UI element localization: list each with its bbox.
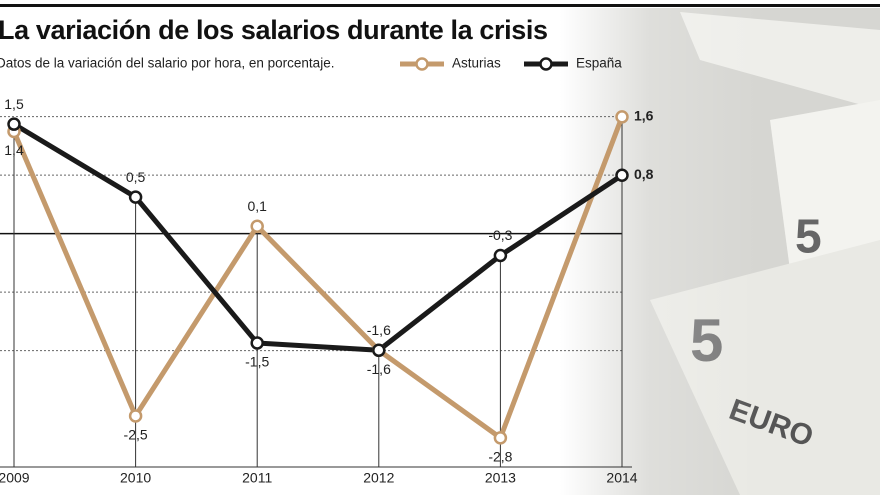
- data-point: [7, 117, 21, 131]
- data-label: -2,5: [124, 427, 148, 443]
- data-label: -2,8: [488, 449, 512, 465]
- data-label: -0,3: [488, 227, 512, 243]
- chart-title: La variación de los salarios durante la …: [0, 15, 548, 45]
- data-point: [128, 409, 143, 423]
- data-label: -1,6: [367, 322, 391, 338]
- data-label: 0,5: [126, 169, 146, 185]
- x-tick-label: 2011: [242, 470, 272, 486]
- x-tick-label: 2013: [485, 470, 516, 486]
- legend-marker: [539, 57, 553, 71]
- data-label: -1,5: [245, 354, 269, 370]
- data-point: [250, 336, 264, 350]
- x-tick-label: 2009: [0, 470, 30, 486]
- legend-marker: [415, 57, 429, 71]
- x-tick-label: 2010: [120, 470, 151, 486]
- data-point: [372, 343, 386, 358]
- x-tick-label: 2012: [363, 470, 394, 486]
- data-label: 0,1: [247, 198, 267, 214]
- data-label: 1,5: [4, 96, 24, 112]
- data-point: [250, 219, 264, 234]
- data-point: [615, 110, 629, 124]
- data-label: 1,4: [4, 142, 24, 158]
- svg-text:5: 5: [795, 211, 822, 264]
- top-rule: [0, 4, 880, 7]
- data-point: [493, 248, 508, 263]
- data-point: [493, 431, 508, 445]
- legend-label: España: [576, 56, 622, 71]
- legend-label: Asturias: [452, 56, 501, 71]
- data-label: 1,6: [634, 108, 654, 124]
- subtitle: Datos de la variación del salario por ho…: [0, 56, 334, 71]
- data-label: -1,6: [367, 361, 391, 377]
- x-tick-label: 2014: [606, 470, 637, 486]
- data-point: [128, 190, 143, 204]
- data-point: [615, 168, 629, 182]
- series-line: [11, 115, 625, 441]
- background-photo: 5 5 EURO: [560, 8, 880, 495]
- data-label: 0,8: [634, 166, 654, 182]
- series-line: [12, 122, 624, 353]
